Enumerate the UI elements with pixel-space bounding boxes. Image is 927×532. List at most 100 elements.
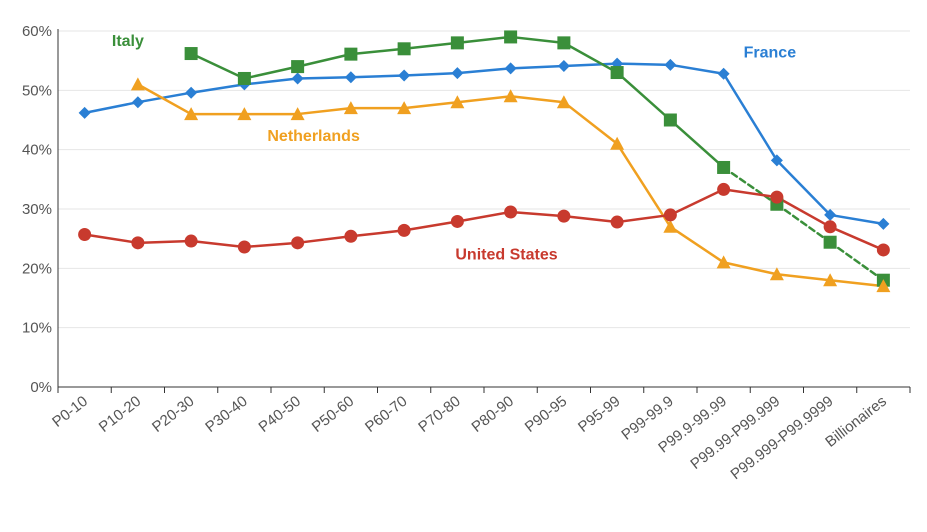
x-tick-label: P99.99-P99.999 xyxy=(687,393,783,473)
data-point-netherlands xyxy=(503,89,518,103)
data-point-united-states xyxy=(876,243,890,257)
data-point-france xyxy=(131,96,144,109)
data-point-france xyxy=(824,208,837,221)
data-point-united-states xyxy=(770,190,784,204)
series-segment-netherlands xyxy=(509,95,566,104)
series-segment-france xyxy=(243,77,299,86)
data-point-united-states xyxy=(291,236,305,250)
series-segment-italy xyxy=(562,41,619,74)
series-label-italy: Italy xyxy=(112,33,144,50)
series-segment-italy xyxy=(775,203,832,244)
series-segment-france xyxy=(349,74,406,79)
series-segment-france xyxy=(296,76,353,80)
x-tick-label: P60-70 xyxy=(362,393,411,436)
series-segment-netherlands xyxy=(722,261,779,276)
series-segment-netherlands xyxy=(402,100,459,110)
data-point-italy xyxy=(450,36,464,50)
data-point-france xyxy=(504,62,517,75)
series-segment-united-states xyxy=(296,235,353,245)
x-tick-label: P50-60 xyxy=(309,393,358,436)
series-segment-united-states xyxy=(349,229,406,238)
data-point-netherlands xyxy=(130,77,145,91)
series-segment-italy xyxy=(189,52,246,80)
series-segment-italy xyxy=(296,52,353,68)
x-tick-label: P70-80 xyxy=(415,393,464,436)
data-point-italy xyxy=(237,71,251,85)
data-point-netherlands xyxy=(237,107,252,121)
series-segment-united-states xyxy=(828,225,885,252)
series-segment-france xyxy=(828,213,885,226)
data-point-italy xyxy=(823,235,837,249)
data-point-united-states xyxy=(663,208,677,222)
series-segment-italy xyxy=(669,118,725,169)
series-segment-united-states xyxy=(402,220,459,232)
data-point-france xyxy=(451,67,464,80)
data-point-france xyxy=(291,72,304,85)
gridlines xyxy=(58,30,910,329)
y-tick-label: 50% xyxy=(22,82,52,99)
data-point-italy xyxy=(610,66,624,80)
y-tick-label: 30% xyxy=(22,201,52,218)
series-segment-france xyxy=(509,64,566,70)
data-point-italy xyxy=(663,113,677,127)
data-point-united-states xyxy=(823,220,837,234)
data-point-united-states xyxy=(237,240,251,254)
series-segment-netherlands xyxy=(775,273,832,282)
series-segment-united-states xyxy=(136,239,193,245)
data-point-netherlands xyxy=(716,255,731,269)
data-point-united-states xyxy=(450,214,464,228)
y-tick-label: 0% xyxy=(30,379,52,396)
series-segment-netherlands xyxy=(828,278,885,288)
series-segment-italy xyxy=(349,47,406,56)
series-segment-italy xyxy=(243,65,299,80)
x-tick-label: P30-40 xyxy=(202,393,251,436)
series-segment-france xyxy=(775,159,832,217)
data-point-united-states xyxy=(78,228,92,242)
data-point-netherlands xyxy=(823,273,838,287)
x-tick-label: P10-20 xyxy=(96,393,145,436)
series-segment-united-states xyxy=(456,210,512,223)
data-point-netherlands xyxy=(610,136,625,150)
series-label-united-states: United States xyxy=(455,246,557,263)
data-point-italy xyxy=(504,30,518,44)
series-segment-italy xyxy=(402,41,459,51)
series-label-netherlands: Netherlands xyxy=(267,128,360,145)
series-segment-united-states xyxy=(243,241,299,249)
data-point-united-states xyxy=(504,205,518,219)
data-point-france xyxy=(398,69,411,82)
series-segment-netherlands xyxy=(456,95,512,104)
data-point-netherlands xyxy=(663,219,678,233)
data-point-netherlands xyxy=(769,267,784,281)
series-segment-italy xyxy=(456,35,512,45)
series-segment-netherlands xyxy=(296,106,353,116)
data-point-italy xyxy=(397,42,411,56)
series-segment-france xyxy=(722,72,779,162)
data-point-italy xyxy=(344,47,358,61)
series-segment-italy xyxy=(509,35,566,45)
data-point-united-states xyxy=(397,223,411,237)
series-segment-italy xyxy=(722,166,779,206)
data-point-italy xyxy=(291,60,305,74)
data-point-netherlands xyxy=(556,95,571,109)
y-tick-label: 60% xyxy=(22,23,52,40)
data-point-france xyxy=(877,217,890,230)
series-segment-italy xyxy=(828,240,885,282)
series-segment-italy xyxy=(615,71,672,122)
series-segment-france xyxy=(669,63,725,75)
series-segment-netherlands xyxy=(562,100,619,145)
series-segment-united-states xyxy=(509,210,566,218)
data-point-united-states xyxy=(344,229,358,243)
series-segment-united-states xyxy=(615,213,672,224)
x-tick-label: P20-30 xyxy=(149,393,198,436)
data-point-united-states xyxy=(717,182,731,196)
data-point-france xyxy=(344,71,357,84)
series-segment-france xyxy=(615,62,672,67)
data-point-france xyxy=(78,106,91,119)
data-point-france xyxy=(557,60,570,73)
data-point-france xyxy=(664,58,677,71)
series-segment-netherlands xyxy=(669,225,725,264)
data-point-netherlands xyxy=(876,279,891,293)
series-segment-united-states xyxy=(775,195,832,229)
data-point-france xyxy=(185,86,198,99)
